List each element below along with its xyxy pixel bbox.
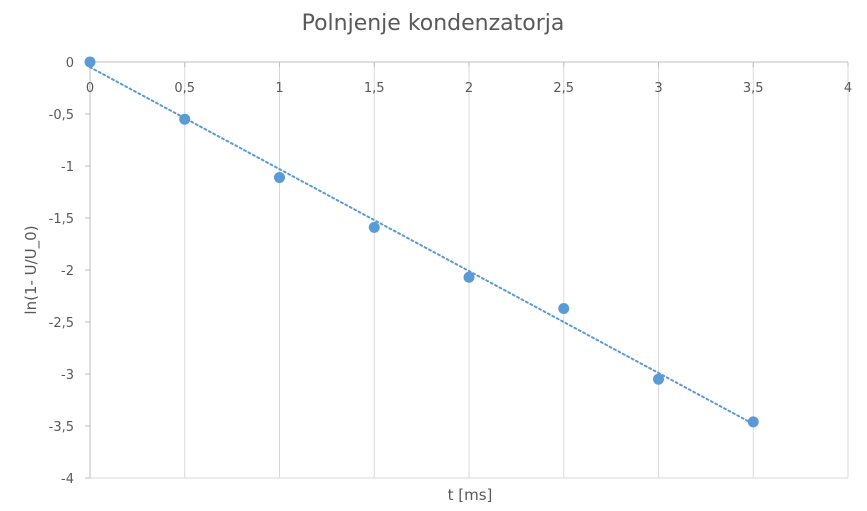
data-point bbox=[558, 302, 570, 314]
data-point bbox=[653, 373, 664, 385]
y-tick-labels: 0 -0,5 -1 -1,5 -2 -2,5 -3 -3,5 -4 bbox=[49, 56, 74, 487]
x-tick-label: 1,5 bbox=[364, 81, 385, 96]
y-tick-label: -2,5 bbox=[49, 316, 74, 331]
data-point bbox=[179, 113, 191, 125]
y-tick-label: -3,5 bbox=[49, 420, 74, 435]
y-tick-label: -1,5 bbox=[49, 212, 74, 227]
y-tick-label: -0,5 bbox=[49, 108, 74, 123]
x-tick-label: 2,5 bbox=[553, 81, 574, 96]
y-tick-label: -4 bbox=[61, 472, 74, 487]
trendline-line bbox=[89, 66, 755, 425]
x-tick-label: 1 bbox=[275, 81, 283, 96]
data-point bbox=[368, 221, 380, 233]
data-point bbox=[84, 56, 96, 68]
x-tick-label: 2 bbox=[465, 81, 473, 96]
x-tick-label: 3,5 bbox=[743, 81, 764, 96]
x-tick-label: 0,5 bbox=[174, 81, 195, 96]
y-tick-label: 0 bbox=[66, 56, 74, 71]
y-tick-label: -1 bbox=[61, 160, 74, 175]
grid bbox=[90, 62, 849, 479]
chart-title: Polnjenje kondenzatorja bbox=[302, 11, 565, 36]
x-tick-label: 4 bbox=[844, 81, 852, 96]
y-tick-label: -2 bbox=[61, 264, 74, 279]
data-point bbox=[274, 171, 285, 183]
data-point bbox=[463, 271, 475, 283]
x-tick-labels: 0 0,5 1 1,5 2 2,5 3 3,5 4 bbox=[86, 81, 852, 96]
data-points bbox=[84, 56, 759, 428]
trendline bbox=[89, 66, 755, 425]
data-point bbox=[747, 416, 759, 428]
x-axis-label: t [ms] bbox=[448, 486, 493, 504]
x-tick-label: 3 bbox=[654, 81, 662, 96]
y-tick-label: -3 bbox=[61, 368, 74, 383]
x-tick-label: 0 bbox=[86, 81, 94, 96]
y-axis-label: ln(1- U/U_0) bbox=[22, 225, 41, 314]
